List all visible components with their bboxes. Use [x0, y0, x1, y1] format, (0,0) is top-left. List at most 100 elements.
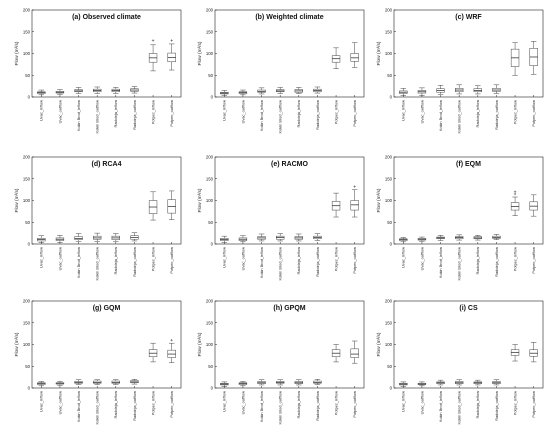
outlier-marker [170, 338, 173, 342]
chart-panel: (a) Observed climate 0 50 100 150 200 Flow (m³… [10, 5, 185, 145]
chart-svg: (c) WRF 0 50 100 150 200 Flow (m³/s) Uvac_inflo… [376, 8, 544, 134]
x-category-label: Potpec_inflow [150, 247, 155, 271]
box-uvac-inflow [220, 381, 229, 387]
x-category-label: Potpec_outflow [531, 247, 536, 274]
y-tick-label: 200 [206, 155, 214, 160]
x-category-label: Uvac_inflow [401, 100, 406, 121]
box-radoinja-outflow [492, 84, 501, 94]
y-tick-label: 150 [385, 29, 393, 34]
box-radoinja-outflow [492, 379, 501, 386]
x-category-label: Potpec_inflow [333, 247, 338, 271]
box-potpec-outflow [167, 338, 176, 364]
y-tick-label: 100 [206, 51, 214, 56]
box-kokin-brod-outflow [276, 379, 285, 386]
y-axis-label: Flow (m³/s) [376, 188, 382, 212]
box-radoinja-outflow [492, 234, 501, 240]
y-axis-label: Flow (m³/s) [376, 41, 382, 65]
box-uvac-inflow [399, 88, 408, 96]
x-category-label: Uvac_inflow [222, 100, 227, 121]
box-uvac-inflow [399, 237, 408, 243]
chart-svg: (h) GPQM 0 50 100 150 200 Flow (m³/s) Uvac_infl… [197, 299, 365, 425]
plot-frame [214, 9, 365, 98]
y-tick-label: 100 [385, 342, 393, 347]
box-kokin-brod-inflow [74, 233, 83, 242]
y-tick-label: 0 [28, 242, 31, 247]
box-kokin-brod-outflow [455, 84, 464, 95]
chart-panel: (h) GPQM 0 50 100 150 200 Flow (m³/s) Uvac_infl… [193, 296, 368, 436]
y-tick-label: 100 [206, 342, 214, 347]
box-radoinja-outflow [130, 232, 139, 242]
box-uvac-outflow [238, 235, 248, 243]
chart-svg: (d) RCA4 0 50 100 150 200 Flow (m³/s) Uvac_infl… [14, 155, 182, 281]
y-tick-label: 0 [211, 95, 214, 100]
box-kokin-brod-outflow [455, 379, 464, 386]
box-radoinja-outflow [130, 379, 139, 385]
x-category-label: Radoinja_inflow [296, 247, 301, 275]
outlier-marker [513, 192, 517, 196]
x-category-label: Radoinja_inflow [296, 391, 301, 419]
y-axis-label: Flow (m³/s) [197, 188, 203, 212]
box-kokin-brod-inflow [436, 85, 445, 95]
x-category-label: Potpec_outflow [169, 391, 174, 418]
box-radoinja-inflow [473, 379, 482, 386]
box-potpec-inflow [148, 342, 158, 363]
box-kokin-brod-outflow [276, 87, 285, 94]
y-tick-label: 150 [385, 176, 393, 181]
box-kokin-brod-outflow [276, 233, 285, 242]
x-category-label: Potpec_outflow [352, 391, 357, 418]
box-kokin-brod-outflow [93, 379, 102, 385]
y-tick-label: 50 [387, 364, 392, 369]
y-tick-label: 200 [23, 299, 31, 304]
x-category-label: Radoinja_outflow [315, 391, 320, 421]
x-category-label: Radoinja_inflow [475, 391, 480, 419]
iqr-box [350, 53, 359, 62]
box-kokin-brod-inflow [257, 379, 266, 386]
x-category-label: Radoinja_outflow [132, 247, 137, 277]
x-category-label: Kokin Brod_outflow [457, 391, 462, 425]
panel-title: (e) RACMO [271, 161, 308, 168]
y-tick-label: 200 [385, 8, 393, 13]
x-category-label: Potpec_inflow [150, 391, 155, 415]
box-uvac-inflow [37, 235, 46, 243]
box-kokin-brod-inflow [74, 87, 83, 94]
y-tick-label: 50 [25, 364, 30, 369]
box-potpec-outflow [529, 342, 538, 363]
y-tick-label: 150 [206, 176, 214, 181]
box-potpec-inflow [148, 191, 158, 221]
box-potpec-outflow [350, 42, 359, 68]
x-category-label: Radoinja_inflow [475, 247, 480, 275]
y-tick-label: 200 [206, 8, 214, 13]
box-uvac-outflow [238, 89, 248, 96]
plot-frame [31, 300, 182, 389]
plot-frame [31, 9, 182, 98]
y-tick-label: 0 [390, 242, 393, 247]
y-tick-label: 100 [23, 198, 31, 203]
y-tick-label: 100 [385, 51, 393, 56]
box-radoinja-inflow [294, 379, 303, 386]
chart-panel: (i) CS 0 50 100 150 200 Flow (m³/s) Uvac_inflow… [372, 296, 547, 436]
x-category-label: Uvac_outflow [240, 247, 245, 271]
outlier-marker [170, 39, 173, 42]
panel-title: (f) EQM [456, 161, 481, 168]
y-tick-label: 50 [387, 73, 392, 78]
chart-svg: (b) Weighted climate 0 50 100 150 200 Flow (m³… [197, 8, 365, 134]
y-tick-label: 50 [208, 364, 213, 369]
box-potpec-inflow [510, 190, 520, 216]
x-category-label: Radoinja_outflow [315, 100, 320, 130]
plot-frame [31, 156, 182, 245]
x-category-label: Uvac_inflow [39, 247, 44, 268]
y-tick-label: 150 [385, 320, 393, 325]
y-tick-label: 0 [390, 95, 393, 100]
y-tick-label: 150 [23, 320, 31, 325]
box-potpec-inflow [510, 42, 520, 76]
y-axis-label: Flow (m³/s) [197, 332, 203, 356]
x-category-label: Uvac_outflow [419, 391, 424, 415]
y-tick-label: 200 [385, 299, 393, 304]
outlier-marker [151, 39, 155, 42]
y-tick-label: 100 [385, 198, 393, 203]
box-uvac-inflow [37, 89, 46, 96]
x-category-label: Kokin Brod_inflow [438, 247, 443, 278]
outlier-marker [353, 185, 356, 188]
x-category-label: Radoinja_inflow [113, 100, 118, 128]
x-category-label: Uvac_inflow [39, 391, 44, 412]
